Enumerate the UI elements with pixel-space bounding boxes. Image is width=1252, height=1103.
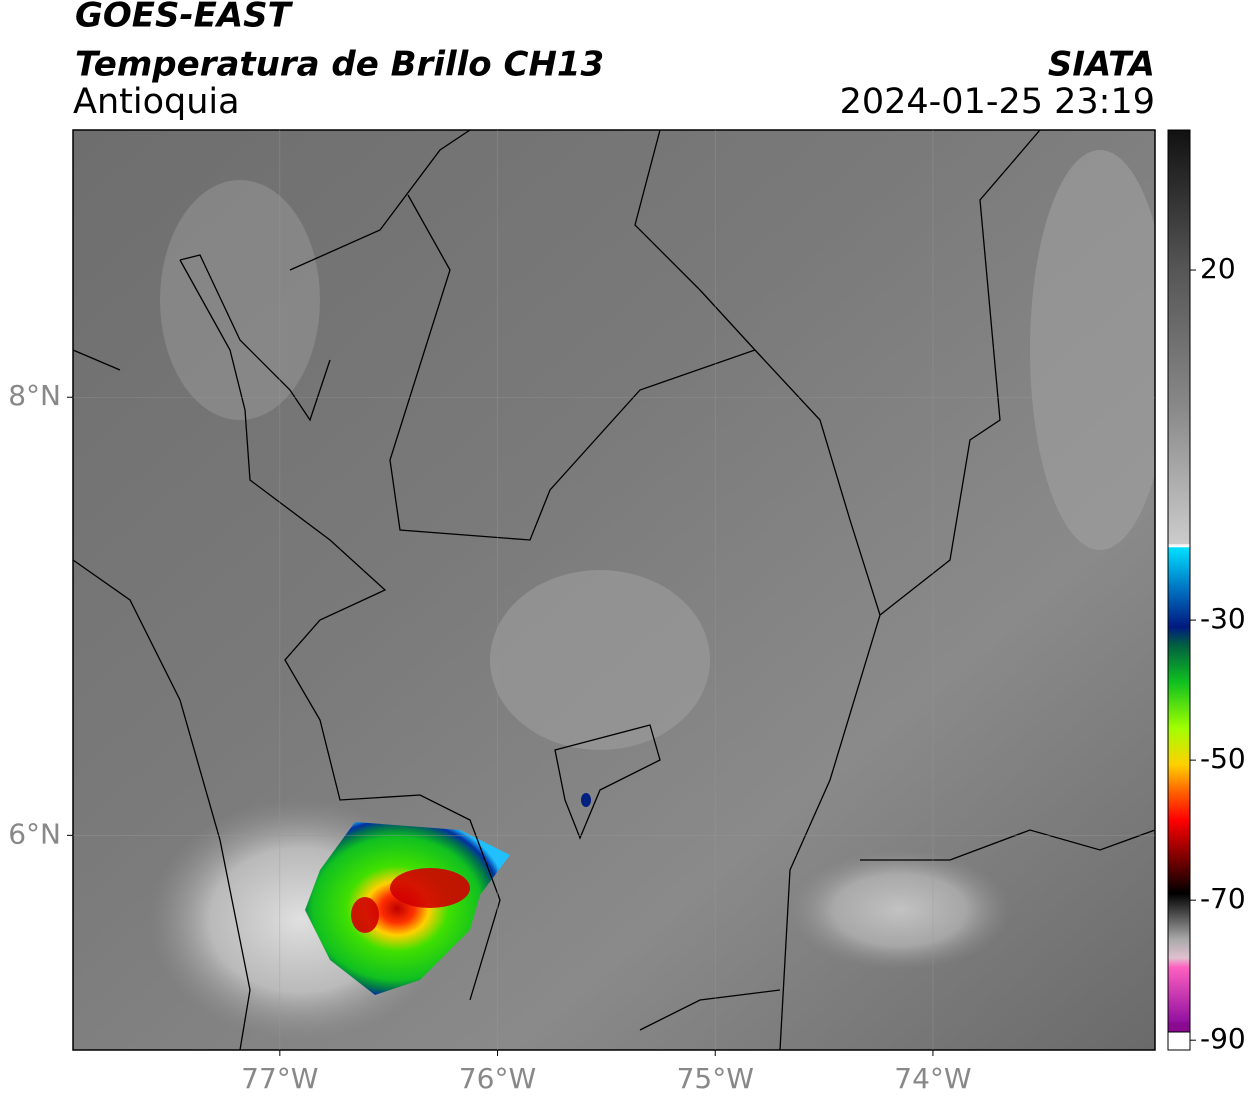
map-frame bbox=[72, 129, 1156, 1051]
colorbar-under bbox=[1167, 1031, 1191, 1051]
x-tick-label: 74°W bbox=[894, 1062, 971, 1095]
y-tick-label: 6°N bbox=[8, 817, 61, 850]
x-tick-label: 75°W bbox=[677, 1062, 754, 1095]
colorbar-label: -90 bbox=[1200, 1022, 1246, 1055]
satellite-image bbox=[73, 130, 1155, 1050]
datetime: 2024-01-25 23:19 bbox=[840, 82, 1155, 122]
subtitle: Temperatura de Brillo CH13 bbox=[75, 45, 604, 85]
colorbar-label: -70 bbox=[1200, 882, 1246, 915]
colorbar-label: 20 bbox=[1200, 252, 1236, 285]
y-tick-label: 8°N bbox=[8, 379, 61, 412]
region: Antioquia bbox=[73, 82, 240, 122]
source: SIATA bbox=[1048, 45, 1155, 85]
x-tick-label: 77°W bbox=[241, 1062, 318, 1095]
colorbar bbox=[1167, 129, 1191, 1051]
colorbar-label: -50 bbox=[1200, 742, 1246, 775]
title: GOES-EAST bbox=[75, 0, 294, 36]
colorbar-label: -30 bbox=[1200, 602, 1246, 635]
x-tick-label: 76°W bbox=[459, 1062, 536, 1095]
